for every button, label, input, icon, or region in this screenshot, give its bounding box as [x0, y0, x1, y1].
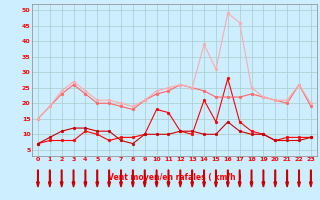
X-axis label: Vent moyen/en rafales ( km/h ): Vent moyen/en rafales ( km/h )	[108, 173, 241, 182]
